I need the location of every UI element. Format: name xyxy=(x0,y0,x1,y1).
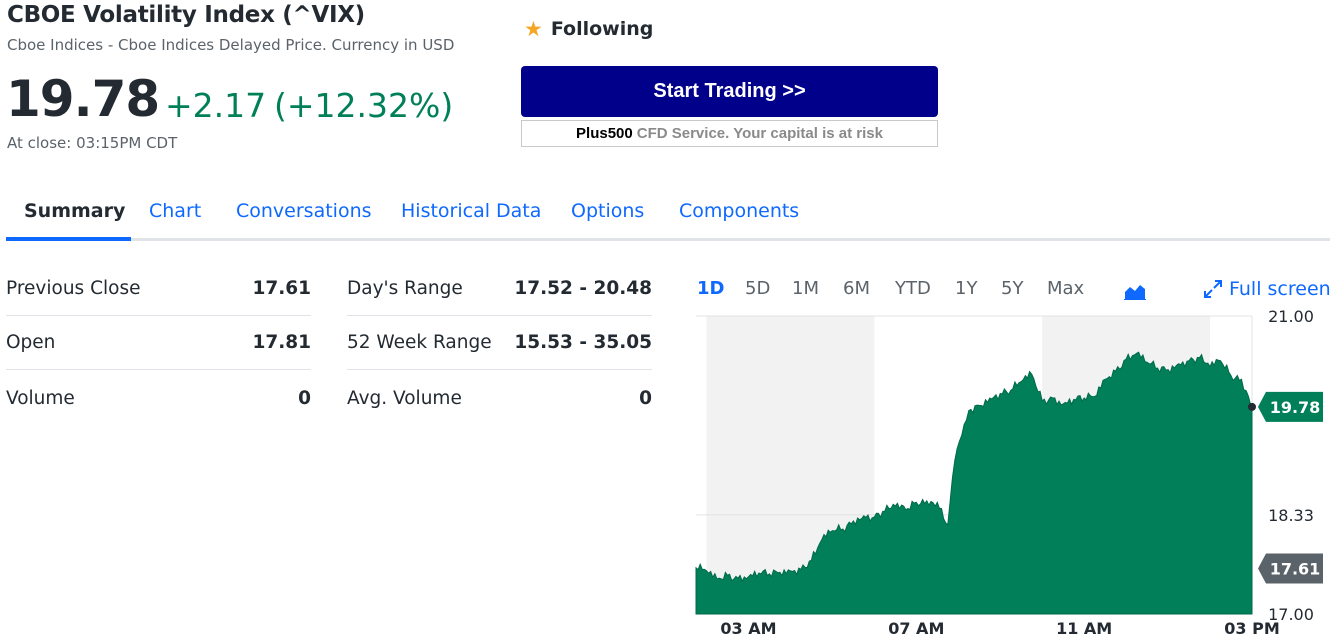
stat-label: Day's Range xyxy=(347,278,463,299)
tab-chart[interactable]: Chart xyxy=(149,199,202,222)
quote-change-percent: (+12.32%) xyxy=(274,86,454,125)
previous-close-tag-label: 17.61 xyxy=(1270,560,1321,579)
x-tick-label: 11 AM xyxy=(1056,619,1112,638)
quote-tabs: Summary Chart Conversations Historical D… xyxy=(6,180,1330,242)
following-button[interactable]: ★ Following xyxy=(524,17,653,41)
quote-title: CBOE Volatility Index (^VIX) xyxy=(7,2,365,28)
stat-value: 17.52 - 20.48 xyxy=(514,278,652,299)
stat-avg-volume: Avg. Volume 0 xyxy=(347,371,652,425)
tab-options[interactable]: Options xyxy=(571,199,645,222)
stat-value: 0 xyxy=(298,387,311,409)
y-tick-label: 21.00 xyxy=(1268,307,1314,326)
stat-value: 0 xyxy=(639,387,652,409)
stat-52-week-range: 52 Week Range 15.53 - 35.05 xyxy=(347,316,652,370)
range-6m[interactable]: 6M xyxy=(843,278,870,299)
area-chart-icon[interactable] xyxy=(1124,282,1146,300)
stat-value: 17.61 xyxy=(252,278,311,299)
stat-value: 17.81 xyxy=(252,332,311,353)
range-max[interactable]: Max xyxy=(1047,278,1085,299)
range-1d[interactable]: 1D xyxy=(697,278,725,299)
tab-summary[interactable]: Summary xyxy=(6,180,131,241)
star-icon: ★ xyxy=(524,17,543,41)
range-5d[interactable]: 5D xyxy=(745,278,771,299)
expand-icon xyxy=(1204,280,1222,298)
stat-label: 52 Week Range xyxy=(347,332,492,353)
y-tick-label: 18.33 xyxy=(1268,506,1314,525)
y-tick-label: 17.00 xyxy=(1268,605,1314,624)
start-trading-button[interactable]: Start Trading >> xyxy=(521,66,938,117)
stat-label: Volume xyxy=(6,387,75,409)
range-5y[interactable]: 5Y xyxy=(1001,278,1024,299)
range-1y[interactable]: 1Y xyxy=(955,278,978,299)
quote-price: 19.78 xyxy=(6,70,160,128)
following-label: Following xyxy=(550,18,654,40)
quote-subtitle: Cboe Indices - Cboe Indices Delayed Pric… xyxy=(7,36,455,54)
quote-change: +2.17 xyxy=(165,86,267,125)
tabs-divider xyxy=(6,238,1330,241)
fullscreen-label: Full screen xyxy=(1229,278,1330,300)
stat-volume: Volume 0 xyxy=(6,371,311,425)
ad-brand: Plus500 xyxy=(576,125,633,142)
tab-historical-data[interactable]: Historical Data xyxy=(401,199,542,222)
stat-value: 15.53 - 35.05 xyxy=(514,332,652,353)
ad-disclaimer-text: CFD Service. Your capital is at risk xyxy=(636,125,883,142)
range-ytd[interactable]: YTD xyxy=(895,278,931,299)
current-price-tag-label: 19.78 xyxy=(1270,398,1321,417)
x-tick-label: 03 PM xyxy=(1224,619,1279,638)
tab-components[interactable]: Components xyxy=(679,199,800,222)
x-tick-label: 07 AM xyxy=(888,619,944,638)
current-price-tag-bg xyxy=(1258,391,1323,422)
stat-open: Open 17.81 xyxy=(6,316,311,370)
fullscreen-button[interactable]: Full screen xyxy=(1203,278,1330,300)
stat-label: Avg. Volume xyxy=(347,387,462,409)
close-time: At close: 03:15PM CDT xyxy=(7,134,178,152)
stat-label: Open xyxy=(6,332,56,353)
range-1m[interactable]: 1M xyxy=(792,278,819,299)
stat-days-range: Day's Range 17.52 - 20.48 xyxy=(347,262,652,316)
stat-label: Previous Close xyxy=(6,278,141,299)
last-price-dot xyxy=(1248,402,1256,411)
previous-close-tag-bg xyxy=(1258,553,1323,584)
tab-conversations[interactable]: Conversations xyxy=(236,199,372,222)
x-tick-label: 03 AM xyxy=(720,619,776,638)
price-area-series xyxy=(695,351,1253,615)
ad-disclaimer[interactable]: Plus500 CFD Service. Your capital is at … xyxy=(521,120,938,147)
stat-previous-close: Previous Close 17.61 xyxy=(6,262,311,316)
